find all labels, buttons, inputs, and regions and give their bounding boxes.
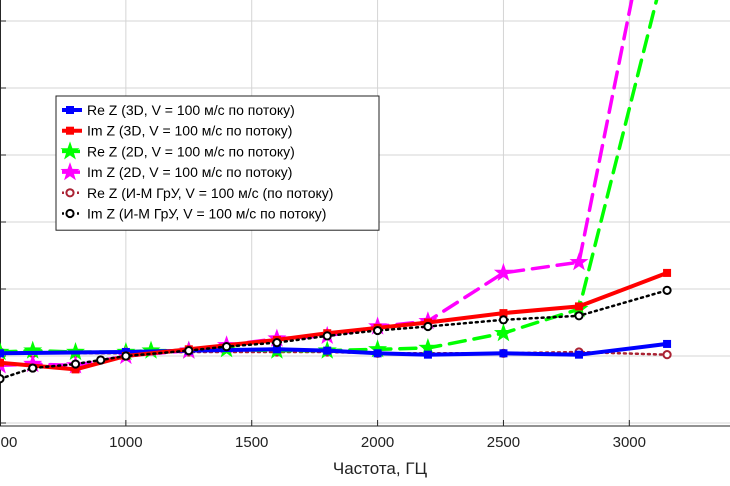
data-point	[184, 346, 194, 356]
data-point	[423, 350, 432, 359]
x-tick-label: 3000	[613, 434, 646, 451]
series-line	[0, 289, 669, 381]
legend-label: Re Z (И-М ГрУ, V = 100 м/с (по потоку)	[87, 185, 333, 201]
data-point	[71, 365, 80, 374]
series-6	[0, 285, 672, 384]
data-point	[574, 350, 583, 359]
x-tick-label: 2500	[487, 434, 520, 451]
legend-entry: Im Z (3D, V = 100 м/с по потоку)	[62, 123, 292, 139]
data-point	[70, 359, 81, 369]
data-point	[28, 363, 38, 373]
x-tick-label: 00	[1, 434, 18, 451]
legend-label: Im Z (2D, V = 100 м/с по потоку)	[87, 164, 292, 180]
data-point	[372, 325, 383, 336]
data-point	[60, 141, 80, 160]
x-axis-label: Частота, ГЦ	[333, 459, 428, 478]
data-point	[662, 285, 672, 295]
data-point	[66, 126, 74, 135]
legend-entry: Im Z (2D, V = 100 м/с по потоку)	[60, 162, 292, 181]
data-point	[499, 309, 508, 318]
data-point	[65, 208, 75, 219]
data-point	[663, 339, 672, 348]
data-point	[121, 351, 131, 361]
data-point	[418, 338, 438, 357]
data-point	[272, 338, 282, 348]
x-tick-label: 2000	[361, 434, 394, 451]
data-point	[323, 346, 332, 355]
data-point	[272, 345, 281, 354]
data-point	[498, 315, 509, 325]
data-point	[66, 106, 74, 114]
data-point	[0, 358, 4, 367]
legend: Re Z (3D, V = 100 м/с по потоку) Im Z (3D…	[55, 95, 380, 231]
legend-entry: Re Z (3D, V = 100 м/с по потоку)	[62, 102, 295, 118]
data-point	[322, 331, 332, 341]
data-point	[0, 374, 5, 384]
data-point	[60, 162, 80, 181]
series-line	[0, 341, 670, 357]
x-tick-label: 1000	[109, 434, 142, 451]
data-point	[368, 339, 388, 358]
data-point	[423, 321, 433, 332]
data-point	[574, 311, 584, 321]
legend-label: Im Z (И-М ГрУ, V = 100 м/с по потоку)	[87, 206, 326, 222]
data-point	[663, 268, 672, 277]
legend-box	[55, 95, 380, 231]
data-point	[221, 342, 232, 352]
data-point	[65, 188, 75, 198]
data-point	[499, 349, 508, 358]
data-point	[0, 349, 4, 358]
x-tick-label: 1500	[235, 434, 268, 451]
legend-label: Im Z (3D, V = 100 м/с по потоку)	[87, 123, 292, 139]
data-point	[493, 323, 513, 342]
legend-entry: Re Z (И-М ГрУ, V = 100 м/с (по потоку)	[62, 185, 333, 201]
tick-labels: 00 1000 1500 2000 2500 3000	[1, 434, 646, 451]
data-point	[569, 252, 589, 271]
legend-entry: Im Z (И-М ГрУ, V = 100 м/с по потоку)	[62, 206, 326, 222]
legend-label: Re Z (3D, V = 100 м/с по потоку)	[87, 102, 295, 118]
data-point	[23, 354, 43, 373]
data-point	[493, 262, 513, 281]
legend-label: Re Z (2D, V = 100 м/с по потоку)	[87, 143, 295, 159]
legend-entry: Re Z (2D, V = 100 м/с по потоку)	[60, 141, 295, 160]
data-point	[574, 302, 583, 311]
data-point	[662, 350, 672, 360]
data-point	[96, 355, 106, 365]
data-point	[23, 340, 43, 359]
data-point	[373, 349, 382, 358]
series-layer	[0, 0, 672, 384]
